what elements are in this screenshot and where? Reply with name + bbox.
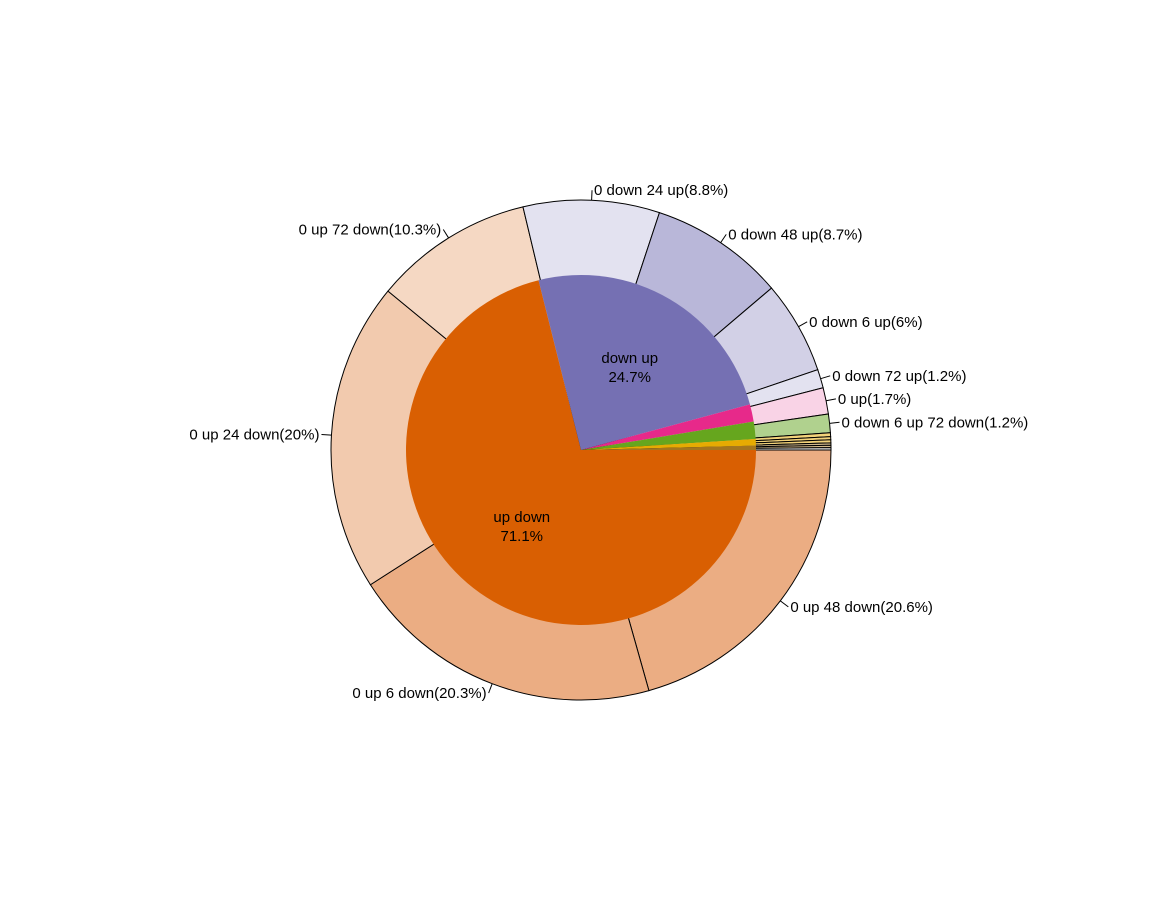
outer-slice-label: 0 down 6 up(6%): [809, 314, 922, 331]
label-leader-line: [826, 399, 836, 401]
label-leader-line: [721, 234, 727, 242]
label-leader-line: [321, 434, 331, 435]
outer-slice-label: 0 up(1.7%): [838, 391, 911, 408]
outer-slice-label: 0 up 6 down(20.3%): [352, 685, 486, 702]
label-leader-line: [798, 322, 807, 327]
outer-slice-label: 0 up 48 down(20.6%): [790, 599, 933, 616]
outer-slice-label: 0 down 6 up 72 down(1.2%): [842, 414, 1029, 431]
label-leader-line: [830, 422, 840, 423]
outer-slice-label: 0 down 48 up(8.7%): [728, 226, 862, 243]
label-leader-line: [489, 684, 493, 693]
label-leader-line: [443, 229, 448, 237]
label-leader-line: [821, 376, 831, 379]
outer-slice-label: 0 up 24 down(20%): [189, 426, 319, 443]
outer-slice-label: 0 down 24 up(8.8%): [594, 182, 728, 199]
outer-slice-label: 0 down 72 up(1.2%): [832, 368, 966, 385]
inner-pie: [406, 275, 756, 625]
label-leader-line: [780, 601, 788, 607]
outer-slice-label: 0 up 72 down(10.3%): [299, 221, 442, 238]
